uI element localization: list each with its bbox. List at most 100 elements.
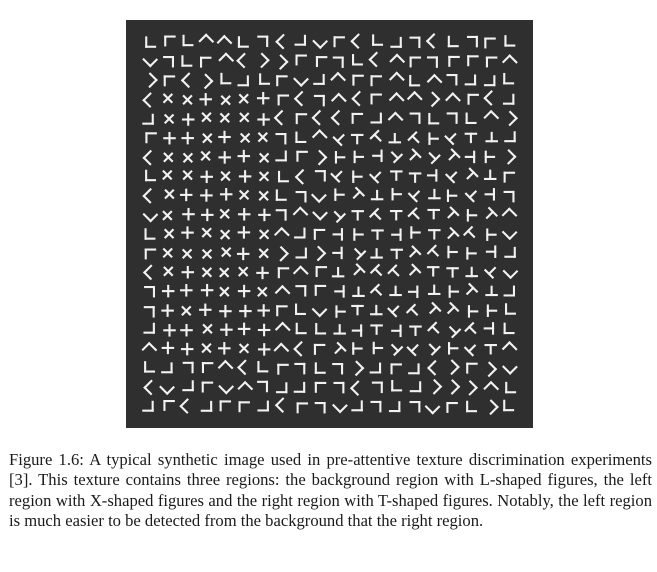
texture-glyph-l [468, 379, 478, 396]
texture-glyph-t [353, 263, 366, 276]
texture-glyph-t [352, 186, 366, 200]
texture-glyph-l [161, 362, 173, 374]
texture-glyph-x [181, 305, 192, 316]
texture-glyph-t [465, 266, 478, 278]
texture-glyph-x [200, 283, 214, 297]
texture-glyph-l [315, 266, 328, 278]
texture-glyph-l [273, 342, 290, 353]
texture-glyph-l [279, 245, 289, 262]
texture-image [126, 20, 533, 428]
texture-glyph-t [330, 170, 343, 183]
texture-glyph-l [182, 34, 194, 47]
texture-glyph-t [387, 305, 400, 318]
texture-glyph-x [180, 284, 193, 297]
texture-glyph-l [388, 401, 401, 413]
texture-glyph-x [163, 131, 176, 145]
texture-glyph-x [202, 323, 213, 334]
texture-glyph-x [237, 149, 251, 163]
texture-glyph-t [370, 189, 384, 201]
texture-glyph-l [484, 37, 496, 49]
texture-glyph-l [142, 113, 154, 125]
texture-glyph-x [221, 246, 232, 258]
texture-glyph-t [368, 207, 382, 221]
texture-glyph-x [236, 247, 250, 261]
texture-glyph-t [391, 228, 402, 241]
texture-glyph-l [501, 207, 518, 217]
texture-glyph-l [311, 129, 328, 139]
texture-glyph-t [370, 324, 383, 335]
texture-glyph-l [143, 306, 155, 318]
texture-glyph-x [219, 304, 232, 318]
texture-glyph-l [371, 381, 383, 394]
texture-glyph-x [202, 133, 213, 144]
texture-glyph-t [463, 344, 477, 357]
texture-glyph-t [483, 169, 497, 180]
texture-glyph-l [503, 171, 516, 183]
texture-glyph-l [274, 321, 291, 332]
texture-glyph-l [501, 230, 518, 241]
texture-glyph-l [179, 398, 189, 414]
texture-glyph-t [389, 285, 402, 297]
texture-glyph-l [390, 36, 402, 48]
texture-glyph-x [199, 93, 212, 106]
texture-glyph-l [406, 90, 423, 101]
texture-glyph-l [295, 247, 307, 259]
texture-glyphs [141, 32, 519, 416]
texture-glyph-l [354, 360, 365, 377]
texture-glyph-l [350, 33, 360, 50]
texture-glyph-t [448, 285, 460, 298]
texture-glyph-x [163, 324, 176, 337]
texture-glyph-l [314, 362, 326, 374]
texture-glyph-x [257, 304, 270, 317]
texture-glyph-x [180, 342, 194, 356]
texture-glyph-x [180, 323, 193, 337]
texture-glyph-l [164, 35, 176, 47]
texture-glyph-x [200, 150, 211, 162]
texture-glyph-t [370, 248, 383, 259]
texture-glyph-l [201, 381, 214, 393]
texture-glyph-x [163, 228, 175, 239]
texture-glyph-l [427, 359, 437, 376]
texture-glyph-x [200, 170, 213, 184]
texture-glyph-t [484, 344, 497, 355]
texture-glyph-l [409, 56, 422, 68]
texture-glyph-t [467, 305, 479, 318]
texture-glyph-x [181, 226, 194, 239]
texture-glyph-l [502, 93, 515, 105]
texture-glyph-l [502, 269, 519, 280]
texture-glyph-x [219, 112, 230, 123]
texture-glyph-l [314, 401, 326, 414]
texture-glyph-l [426, 56, 438, 68]
texture-glyph-t [486, 228, 497, 241]
texture-glyph-l [200, 400, 213, 412]
texture-glyph-l [508, 110, 518, 127]
texture-glyph-l [503, 322, 515, 335]
texture-glyph-t [485, 245, 497, 258]
texture-glyph-t [464, 150, 476, 164]
texture-glyph-x [256, 266, 269, 280]
texture-glyph-l [333, 36, 345, 48]
texture-glyph-x [219, 229, 231, 240]
texture-glyph-t [447, 206, 460, 219]
texture-glyph-t [409, 325, 422, 336]
texture-glyph-x [201, 208, 214, 222]
texture-glyph-l [409, 400, 421, 413]
texture-glyph-l [333, 381, 345, 394]
texture-glyph-l [331, 403, 348, 414]
texture-glyph-t [408, 172, 422, 183]
texture-glyph-t [485, 206, 499, 220]
texture-glyph-l [483, 380, 500, 391]
texture-glyph-l [506, 148, 517, 165]
texture-glyph-l [273, 226, 290, 237]
texture-glyph-l [317, 149, 328, 166]
texture-glyph-l [294, 34, 307, 46]
texture-glyph-x [182, 207, 195, 221]
texture-glyph-x [256, 91, 270, 105]
texture-glyph-l [368, 51, 379, 68]
texture-glyph-l [199, 56, 212, 68]
texture-glyph-l [445, 92, 461, 102]
texture-glyph-x [201, 227, 212, 238]
texture-glyph-x [237, 226, 251, 239]
texture-glyph-l [311, 307, 328, 318]
texture-glyph-l [219, 400, 232, 412]
